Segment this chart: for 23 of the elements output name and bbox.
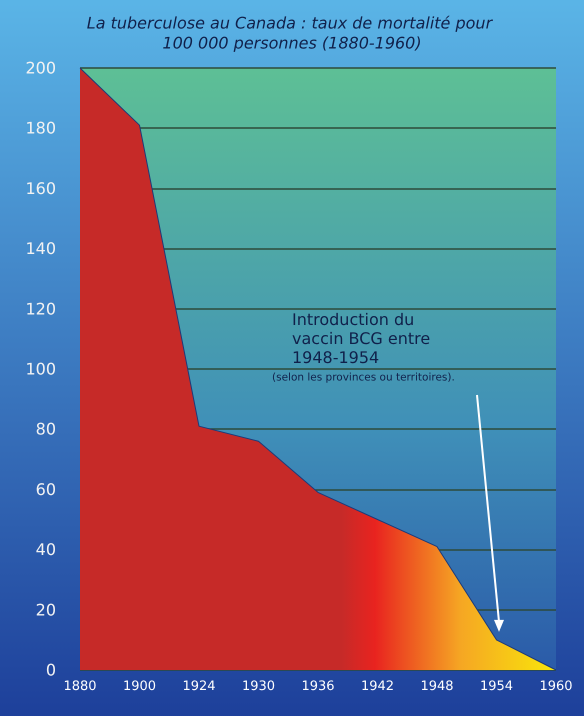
y-tick-label: 40 [36,540,56,560]
x-tick-label: 1900 [122,679,156,694]
x-tick-label: 1936 [301,679,335,694]
x-tick-label: 1924 [182,679,216,694]
y-tick-label: 120 [25,299,56,318]
y-tick-label: 200 [25,58,56,78]
y-tick-label: 80 [36,420,56,439]
annotation: Introduction du vaccin BCG entre 1948-1954 [292,310,430,367]
y-tick-label: 100 [25,360,56,378]
y-tick-label: 20 [36,600,56,620]
y-tick-label: 140 [25,239,56,258]
annotation: (selon les provinces ou territoires). [272,372,455,384]
x-tick-label: 1942 [360,679,394,694]
y-tick-label: 180 [25,118,56,138]
chart-title: La tuberculose au Canada : taux de mortalité pour 100 000 personnes (1880-1960) [86,14,498,52]
y-tick-label: 60 [36,480,56,499]
x-tick-label: 1954 [480,679,514,694]
y-tick-label: 0 [46,660,56,680]
x-tick-label: 1948 [420,679,454,694]
x-tick-label: 1930 [242,679,276,694]
x-tick-label: 1880 [63,679,97,694]
y-tick-label: 160 [25,178,56,198]
x-tick-label: 1960 [539,679,573,694]
